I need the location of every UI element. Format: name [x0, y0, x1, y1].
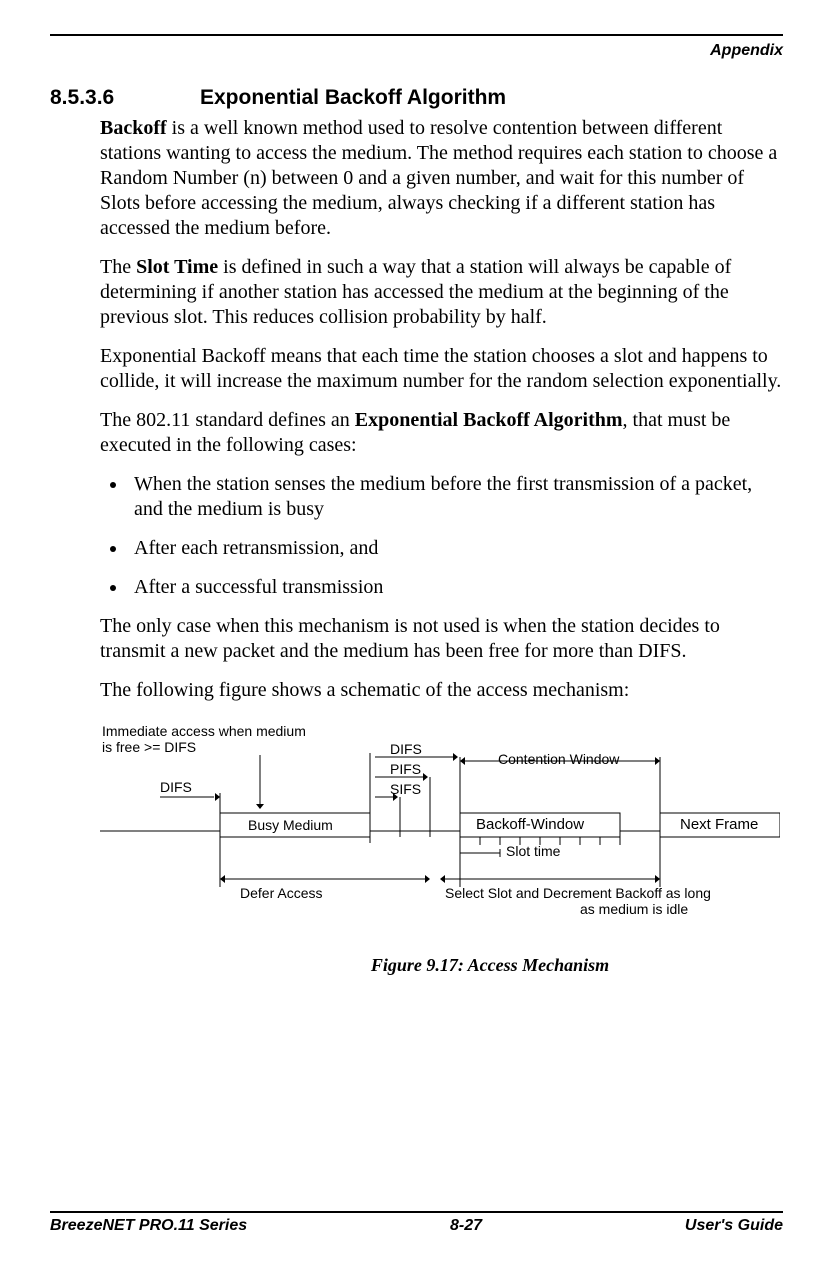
- figure-wrap: Immediate access when medium is free >= …: [100, 719, 783, 976]
- top-rule: [50, 34, 783, 36]
- bullet-3: After a successful transmission: [128, 575, 783, 600]
- footer: BreezeNET PRO.11 Series 8-27 User's Guid…: [50, 1211, 783, 1235]
- fig-label-slot-time: Slot time: [506, 843, 560, 859]
- p2-bold: Slot Time: [136, 256, 218, 278]
- paragraph-4: The 802.11 standard defines an Exponenti…: [100, 408, 783, 458]
- p4-bold: Exponential Backoff Algorithm: [355, 409, 623, 431]
- paragraph-5: The only case when this mechanism is not…: [100, 614, 783, 664]
- figure-diagram: Immediate access when medium is free >= …: [100, 719, 780, 939]
- bullet-1: When the station senses the medium befor…: [128, 472, 783, 522]
- fig-label-defer-access: Defer Access: [240, 885, 322, 901]
- paragraph-3: Exponential Backoff means that each time…: [100, 344, 783, 394]
- p1-bold: Backoff: [100, 117, 167, 139]
- p2-pre: The: [100, 256, 136, 278]
- section-heading: 8.5.3.6Exponential Backoff Algorithm: [50, 86, 783, 110]
- fig-label-backoff-window: Backoff-Window: [476, 816, 584, 833]
- paragraph-1: Backoff is a well known method used to r…: [100, 116, 783, 241]
- fig-label-sifs: SIFS: [390, 781, 421, 797]
- fig-label-busy-medium: Busy Medium: [248, 817, 333, 833]
- fig-label-contention-window: Contention Window: [498, 751, 619, 767]
- figure-caption: Figure 9.17: Access Mechanism: [150, 955, 830, 976]
- paragraph-6: The following figure shows a schematic o…: [100, 678, 783, 703]
- footer-rule: [50, 1211, 783, 1213]
- footer-right: User's Guide: [685, 1217, 783, 1235]
- fig-label-difs-left: DIFS: [160, 779, 192, 795]
- p1-rest: is a well known method used to resolve c…: [100, 117, 777, 239]
- fig-label-select-1: Select Slot and Decrement Backoff as lon…: [445, 885, 711, 901]
- fig-label-difs-top: DIFS: [390, 741, 422, 757]
- paragraph-2: The Slot Time is defined in such a way t…: [100, 255, 783, 330]
- p4-pre: The 802.11 standard defines an: [100, 409, 355, 431]
- bullet-2: After each retransmission, and: [128, 536, 783, 561]
- fig-label-next-frame: Next Frame: [680, 816, 758, 833]
- section-title: Exponential Backoff Algorithm: [200, 86, 506, 109]
- header-appendix: Appendix: [50, 42, 783, 60]
- section-number: 8.5.3.6: [50, 86, 200, 110]
- footer-center: 8-27: [450, 1217, 482, 1235]
- fig-label-immediate-1: Immediate access when medium: [102, 723, 306, 739]
- footer-left: BreezeNET PRO.11 Series: [50, 1217, 247, 1235]
- bullet-list: When the station senses the medium befor…: [100, 472, 783, 600]
- fig-label-select-2: as medium is idle: [580, 901, 688, 917]
- fig-label-pifs: PIFS: [390, 761, 421, 777]
- fig-label-immediate-2: is free >= DIFS: [102, 739, 196, 755]
